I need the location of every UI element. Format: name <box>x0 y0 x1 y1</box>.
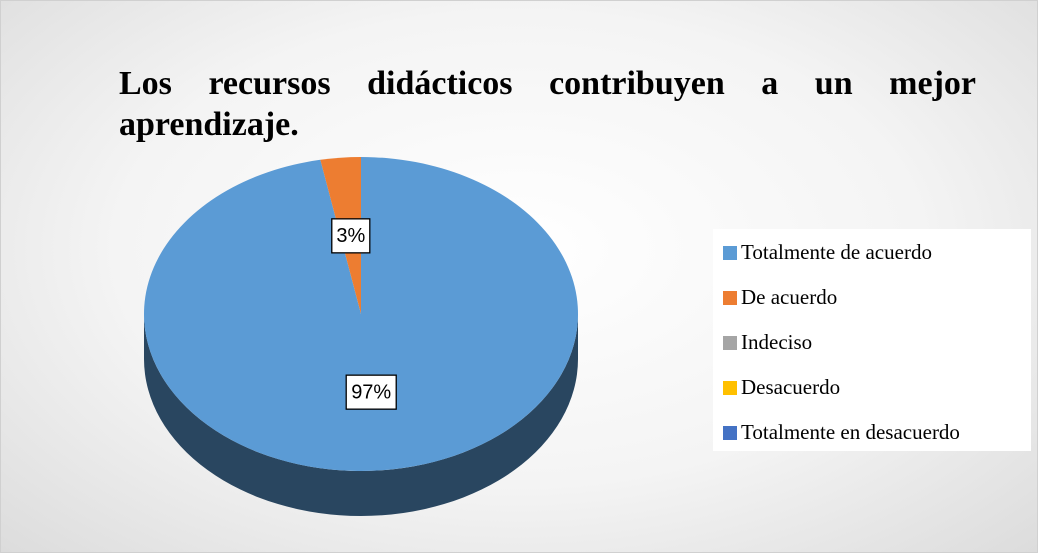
legend-swatch <box>723 246 737 260</box>
legend-label: Indeciso <box>741 330 812 354</box>
slice-side <box>144 314 578 516</box>
data-label: 3% <box>336 225 365 247</box>
legend-swatch <box>723 381 737 395</box>
legend-label: De acuerdo <box>741 285 837 309</box>
data-label-box <box>345 374 397 410</box>
data-label-box <box>331 218 371 254</box>
data-label: 97% <box>351 381 391 403</box>
legend-swatch <box>723 336 737 350</box>
legend-swatch <box>723 426 737 440</box>
legend-label: Totalmente en desacuerdo <box>741 420 960 444</box>
legend-box <box>713 229 1031 451</box>
legend-label: Desacuerdo <box>741 375 840 399</box>
legend-swatch <box>723 291 737 305</box>
legend-label: Totalmente de acuerdo <box>741 240 932 264</box>
chart-title: Los recursos didácticos contribuyen a un… <box>119 65 976 143</box>
